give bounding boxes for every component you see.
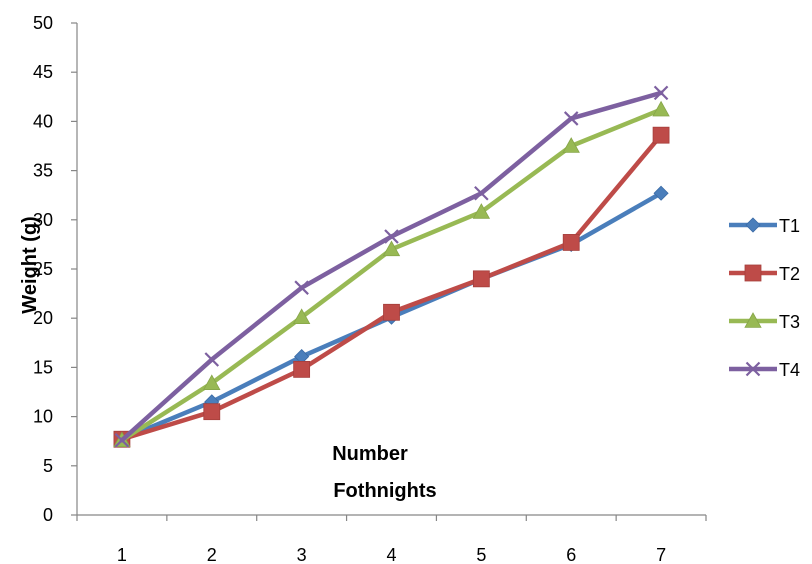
data-point bbox=[114, 432, 130, 448]
y-tick-label: 5 bbox=[43, 456, 53, 476]
series-T3 bbox=[113, 100, 670, 448]
data-point bbox=[653, 85, 669, 101]
data-point bbox=[472, 270, 490, 288]
x-tick-label: 1 bbox=[117, 545, 127, 564]
y-tick-label: 15 bbox=[33, 357, 53, 377]
data-point bbox=[562, 234, 580, 251]
legend-label: T1 bbox=[779, 216, 800, 236]
data-point bbox=[562, 137, 580, 153]
series-line bbox=[119, 132, 664, 442]
y-axis-title: Weight (g) bbox=[19, 216, 41, 313]
legend-marker bbox=[745, 217, 761, 233]
x-tick-label: 2 bbox=[207, 545, 217, 564]
data-point bbox=[203, 403, 221, 421]
y-tick-label: 0 bbox=[43, 505, 53, 525]
legend-label: T3 bbox=[779, 312, 800, 332]
y-tick-label: 30 bbox=[33, 210, 53, 230]
legend-label: T2 bbox=[779, 264, 800, 284]
data-point bbox=[293, 360, 311, 378]
data-point bbox=[294, 280, 309, 295]
y-tick-label: 20 bbox=[33, 308, 53, 328]
legend-marker bbox=[744, 264, 762, 282]
x-tick-label: 4 bbox=[386, 545, 396, 564]
x-tick-label: 7 bbox=[656, 545, 666, 564]
y-tick-label: 40 bbox=[33, 111, 53, 131]
legend-marker bbox=[745, 361, 761, 377]
data-point bbox=[653, 185, 669, 201]
legend-label: T4 bbox=[779, 360, 800, 380]
x-tick-label: 5 bbox=[476, 545, 486, 564]
legend-item-T1: T1 bbox=[729, 216, 800, 236]
series-layer bbox=[113, 85, 670, 448]
y-tick-label: 45 bbox=[33, 62, 53, 82]
x-axis-title-line1: Number bbox=[332, 443, 408, 465]
legend: T1 T2 T3 T4 bbox=[729, 216, 800, 380]
y-tick-label: 25 bbox=[33, 259, 53, 279]
legend-item-T2: T2 bbox=[729, 264, 800, 284]
series-T4 bbox=[114, 85, 669, 448]
x-tick-labels: 1 2 3 4 5 6 7 bbox=[117, 545, 666, 564]
data-point bbox=[203, 374, 221, 390]
y-tick-label: 50 bbox=[33, 13, 53, 33]
data-point bbox=[204, 352, 220, 367]
legend-marker bbox=[744, 312, 762, 328]
x-tick-label: 3 bbox=[297, 545, 307, 564]
legend-item-T4: T4 bbox=[729, 360, 800, 380]
series-T2 bbox=[113, 126, 670, 448]
y-tick-label: 10 bbox=[33, 407, 53, 427]
y-tick-label: 35 bbox=[33, 161, 53, 181]
data-point bbox=[383, 303, 400, 321]
series-line bbox=[119, 107, 664, 443]
data-point bbox=[382, 240, 401, 257]
x-axis-title-line2: Fothnights bbox=[333, 480, 436, 502]
x-tick-label: 6 bbox=[566, 545, 576, 564]
data-point bbox=[563, 111, 579, 126]
data-point bbox=[384, 229, 399, 244]
data-point bbox=[472, 203, 491, 219]
data-point bbox=[652, 126, 670, 144]
data-point bbox=[292, 308, 311, 325]
axes bbox=[71, 22, 707, 521]
y-tick-labels: 0 5 10 15 20 25 30 35 40 45 50 bbox=[33, 13, 53, 525]
data-point bbox=[652, 100, 670, 117]
data-point bbox=[474, 185, 489, 201]
legend-item-T3: T3 bbox=[729, 312, 800, 332]
